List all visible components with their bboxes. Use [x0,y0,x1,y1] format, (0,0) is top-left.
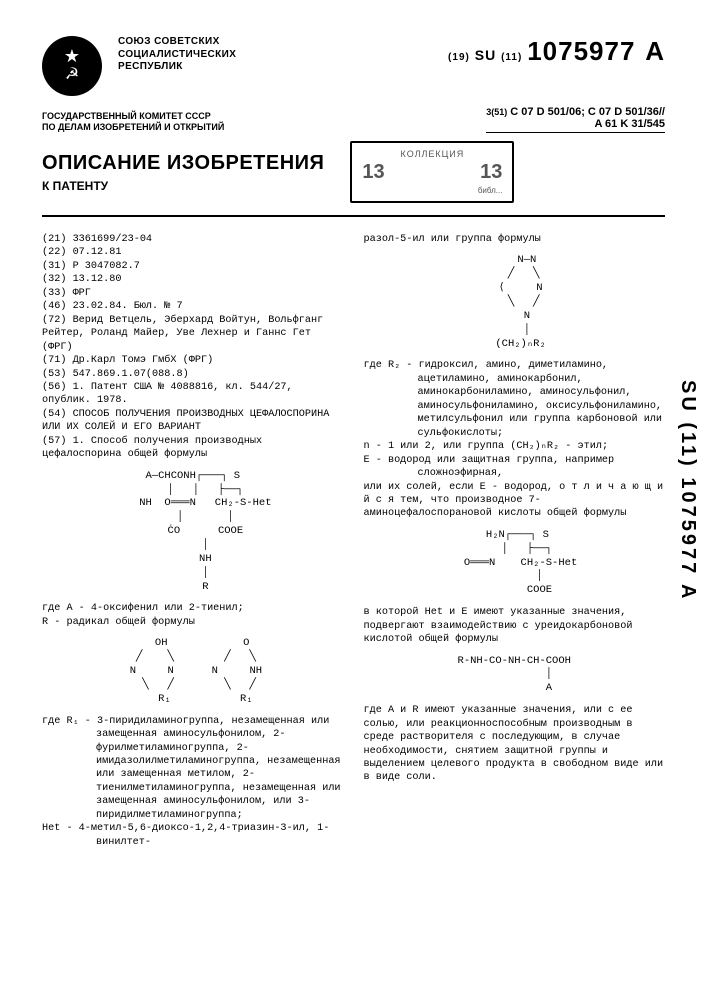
inid-72: (72) Верид Ветцель, Эберхард Войтун, Вол… [42,314,344,354]
pub-mid: (11) [501,52,522,63]
column-right: разол-5-ил или группа формулы N—N ╱ ╲ ⟨ … [364,233,666,849]
pub-number: 1075977 [527,36,635,66]
legend-n: n - 1 или 2, или группа (CH₂)ₙR₂ - этил; [364,440,666,453]
legend-A: где A - 4-оксифенил или 2-тиенил; [42,602,344,615]
continuation-text: где A и R имеют указанные значения, или … [364,704,666,785]
chem-structure-4: H₂N┌───┐ S │ ├──┐ O═══N CH₂-S-Het │ COOE [364,529,666,598]
publication-id: (19) SU (11) 1075977 A [448,36,665,67]
column-left: (21) 3361699/23-04 (22) 07.12.81 (31) P … [42,233,344,849]
ipc-line: A 61 K 31/545 [594,118,665,130]
continuation-text: разол-5-ил или группа формулы [364,233,666,246]
inid-53: (53) 547.869.1.07(088.8) [42,368,344,381]
chem-structure-3: N—N ╱ ╲ ⟨ N ╲ ╱ N │ (CH₂)ₙR₂ [364,254,666,351]
issuing-org: СОЮЗ СОВЕТСКИХ СОЦИАЛИСТИЧЕСКИХ РЕСПУБЛИ… [118,36,236,74]
pub-kind: A [645,36,665,66]
stamp-bottom: библ... [362,186,502,195]
stamp-number-right: 13 [480,161,502,184]
legend-R: R - радикал общей формулы [42,616,344,629]
chem-structure-1: A—CHCONH┌───┐ S │ │ ├──┐ NH O═══N CH₂-S-… [42,470,344,595]
document-title: ОПИСАНИЕ ИЗОБРЕТЕНИЯ [42,152,324,175]
committee-line: ГОСУДАРСТВЕННЫЙ КОМИТЕТ СССР [42,111,224,122]
pub-country: SU [475,47,496,63]
ipc-classification: 3(51) C 07 D 501/06; C 07 D 501/36// A 6… [486,106,665,133]
stamp-number-left: 13 [362,161,384,184]
divider [42,215,665,217]
chem-structure-5: R-NH-CO-NH-CH-COOH │ A [364,655,666,697]
legend-R2: где R₂ - гидроксил, амино, диметиламино,… [364,359,666,440]
continuation-text: или их солей, если E - водород, о т л и … [364,481,666,521]
inid-22: (22) 07.12.81 [42,246,344,259]
inid-56: (56) 1. Патент США № 4088816, кл. 544/27… [42,381,344,408]
org-line: РЕСПУБЛИК [118,61,236,74]
legend-Het: Het - 4-метил-5,6-диоксо-1,2,4-триазин-3… [42,822,344,849]
inid-33: (33) ФРГ [42,287,344,300]
committee-line: ПО ДЕЛАМ ИЗОБРЕТЕНИЙ И ОТКРЫТИЙ [42,122,224,133]
inid-54: (54) СПОСОБ ПОЛУЧЕНИЯ ПРОИЗВОДНЫХ ЦЕФАЛО… [42,408,344,435]
ipc-line: C 07 D 501/06; C 07 D 501/36// [510,106,665,118]
legend-R1: где R₁ - 3-пиридиламиногруппа, незамещен… [42,715,344,823]
legend-E: E - водород или защитная группа, наприме… [364,454,666,481]
inid-32: (32) 13.12.80 [42,273,344,286]
library-stamp: КОЛЛЕКЦИЯ 13 13 библ... [350,141,514,203]
org-line: СОЮЗ СОВЕТСКИХ [118,36,236,49]
inid-21: (21) 3361699/23-04 [42,233,344,246]
inid-57: (57) 1. Способ получения производных цеф… [42,435,344,462]
inid-46: (46) 23.02.84. Бюл. № 7 [42,300,344,313]
inid-71: (71) Др.Карл Томэ ГмбХ (ФРГ) [42,354,344,367]
committee-block: ГОСУДАРСТВЕННЫЙ КОМИТЕТ СССР ПО ДЕЛАМ ИЗ… [42,111,224,133]
side-index-tab: SU (11) 1075977 A [676,380,699,601]
inid-31: (31) P 3047082.7 [42,260,344,273]
stamp-top: КОЛЛЕКЦИЯ [362,149,502,159]
continuation-text: в которой Het и E имеют указанные значен… [364,606,666,619]
org-line: СОЦИАЛИСТИЧЕСКИХ [118,49,236,62]
ipc-prefix: 3(51) [486,107,507,117]
continuation-text: подвергают взаимодействию с уреидокарбон… [364,620,666,647]
chem-structure-2: OH O ╱ ╲ ╱ ╲ N N N NH ╲ ╱ ╲ ╱ R₁ R₁ [42,637,344,706]
pub-prefix: (19) [448,52,470,63]
document-subtitle: К ПАТЕНТУ [42,179,324,193]
hammer-sickle-icon: ☭ [65,64,79,84]
ussr-emblem: ★ ☭ [42,36,102,96]
